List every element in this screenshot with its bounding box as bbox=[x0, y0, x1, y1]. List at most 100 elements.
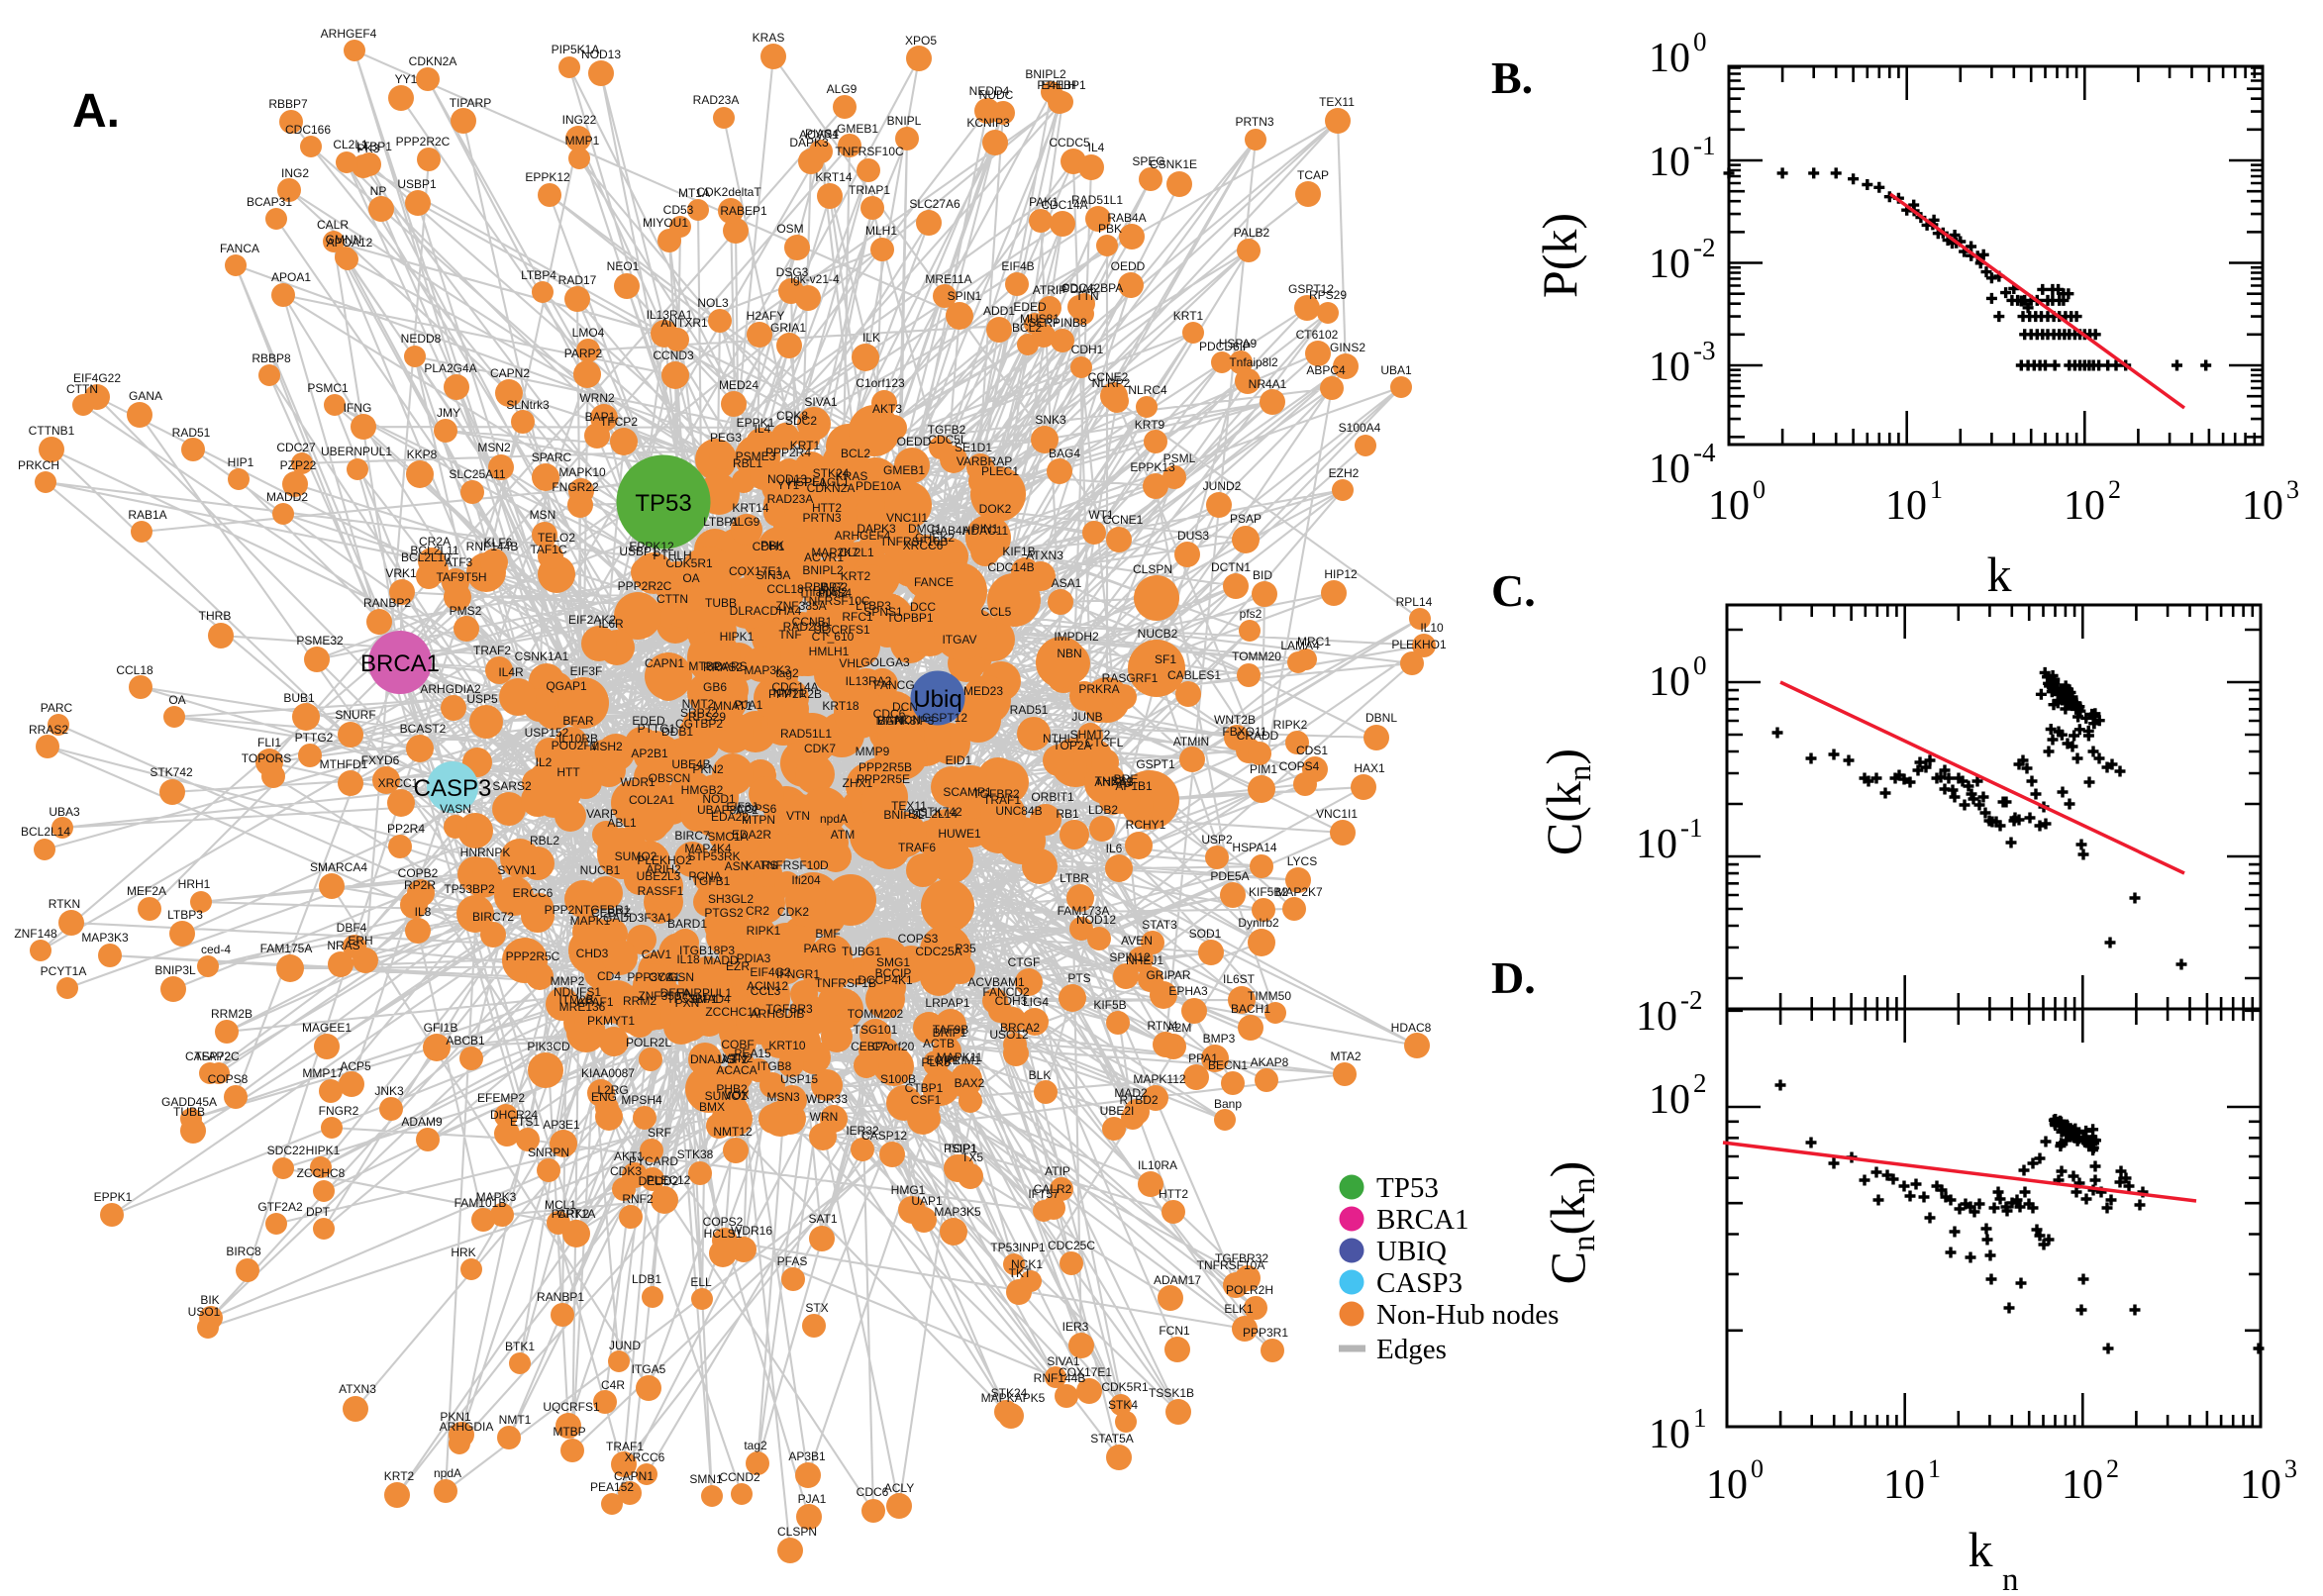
svg-text:SMARCA4: SMARCA4 bbox=[310, 860, 367, 874]
svg-text:AP2B1: AP2B1 bbox=[631, 747, 668, 760]
svg-text:PTTG1: PTTG1 bbox=[638, 722, 676, 736]
svg-text:KRT14: KRT14 bbox=[732, 501, 768, 515]
svg-text:IL6ST: IL6ST bbox=[1223, 972, 1256, 986]
svg-text:RANBP2: RANBP2 bbox=[363, 596, 411, 610]
svg-text:DFFA: DFFA bbox=[660, 986, 691, 1000]
svg-text:ADAM17: ADAM17 bbox=[1154, 1273, 1201, 1287]
svg-text:RNF2: RNF2 bbox=[622, 1192, 654, 1206]
svg-text:H2AFY: H2AFY bbox=[747, 309, 785, 323]
svg-text:Ubiq: Ubiq bbox=[913, 686, 961, 713]
svg-text:MAD2: MAD2 bbox=[1114, 1086, 1148, 1100]
svg-text:10: 10 bbox=[1649, 659, 1690, 705]
svg-text:RIPK2: RIPK2 bbox=[1273, 718, 1308, 732]
svg-text:MPSH4: MPSH4 bbox=[621, 1093, 662, 1107]
svg-text:SYVN1: SYVN1 bbox=[497, 863, 537, 877]
svg-text:10: 10 bbox=[1649, 447, 1690, 492]
svg-text:CDC14A: CDC14A bbox=[771, 680, 818, 694]
svg-text:CCNB1: CCNB1 bbox=[792, 615, 833, 629]
svg-text:ARHGDIA2: ARHGDIA2 bbox=[420, 682, 481, 696]
svg-text:n: n bbox=[2002, 1562, 2019, 1596]
svg-text:PARP2: PARP2 bbox=[564, 347, 603, 360]
svg-text:ABPC4: ABPC4 bbox=[1306, 363, 1346, 377]
svg-text:CALR2: CALR2 bbox=[1034, 1182, 1072, 1196]
svg-text:ETS1: ETS1 bbox=[510, 1115, 540, 1129]
svg-text:UBE2L3: UBE2L3 bbox=[637, 869, 681, 883]
svg-text:LTBP3: LTBP3 bbox=[856, 599, 891, 613]
svg-text:ITGA5: ITGA5 bbox=[632, 1362, 666, 1376]
svg-text:-3: -3 bbox=[1693, 336, 1716, 365]
svg-text:BRE: BRE bbox=[1114, 772, 1139, 786]
svg-text:JMY: JMY bbox=[437, 406, 460, 420]
svg-text:EPPK13: EPPK13 bbox=[1130, 460, 1175, 474]
svg-text:SMC1A: SMC1A bbox=[707, 830, 748, 844]
svg-text:CDC166: CDC166 bbox=[285, 123, 331, 137]
svg-text:HIPK1: HIPK1 bbox=[720, 630, 755, 644]
svg-text:CCL18: CCL18 bbox=[116, 663, 153, 677]
svg-text:BCCIP: BCCIP bbox=[875, 966, 912, 980]
svg-text:ABCB1: ABCB1 bbox=[446, 1034, 485, 1047]
svg-text:HDAC8: HDAC8 bbox=[1391, 1021, 1432, 1035]
svg-text:BFAR: BFAR bbox=[562, 714, 594, 728]
svg-text:LAMA4: LAMA4 bbox=[1280, 639, 1320, 652]
svg-text:EPPK1: EPPK1 bbox=[737, 416, 775, 430]
svg-text:LTBP3: LTBP3 bbox=[167, 908, 203, 922]
svg-text:SRP72: SRP72 bbox=[680, 706, 718, 720]
svg-text:3: 3 bbox=[2286, 475, 2299, 504]
svg-text:VARP: VARP bbox=[586, 807, 618, 821]
svg-text:BCL2: BCL2 bbox=[1012, 321, 1042, 335]
svg-text:A2M: A2M bbox=[1167, 1021, 1192, 1035]
svg-text:SIN3A: SIN3A bbox=[757, 568, 791, 582]
svg-text:ACVR1: ACVR1 bbox=[799, 128, 839, 142]
svg-text:PJA1: PJA1 bbox=[735, 698, 763, 712]
svg-text:CCNE1: CCNE1 bbox=[1103, 513, 1144, 527]
svg-text:TNFRSF10A: TNFRSF10A bbox=[1197, 1258, 1265, 1272]
svg-text:VNC1I1: VNC1I1 bbox=[886, 511, 928, 525]
svg-text:NMT2: NMT2 bbox=[682, 697, 715, 711]
svg-text:CCNE2: CCNE2 bbox=[1088, 370, 1129, 384]
svg-text:RAD23B: RAD23B bbox=[783, 620, 830, 634]
svg-text:NUCB2: NUCB2 bbox=[1138, 627, 1178, 641]
svg-text:SE1D1: SE1D1 bbox=[955, 441, 992, 454]
svg-text:DUS3: DUS3 bbox=[1177, 529, 1209, 543]
svg-text:PHB2: PHB2 bbox=[716, 1082, 748, 1096]
svg-text:LRPAP1: LRPAP1 bbox=[925, 996, 969, 1010]
svg-text:P35: P35 bbox=[955, 942, 976, 955]
svg-text:STK24: STK24 bbox=[813, 466, 850, 480]
svg-text:PPA1: PPA1 bbox=[1188, 1051, 1218, 1065]
svg-text:NR4A1: NR4A1 bbox=[1249, 377, 1287, 391]
svg-text:EDED: EDED bbox=[632, 714, 665, 728]
svg-text:HCLS1: HCLS1 bbox=[704, 1227, 743, 1241]
svg-text:CT_610: CT_610 bbox=[812, 630, 855, 644]
svg-text:HMGB2: HMGB2 bbox=[681, 783, 724, 797]
svg-text:STK38: STK38 bbox=[677, 1147, 714, 1161]
svg-text:COPS8: COPS8 bbox=[208, 1072, 249, 1086]
svg-text:COPS3: COPS3 bbox=[898, 932, 939, 946]
svg-text:ABL1: ABL1 bbox=[607, 816, 637, 830]
svg-text:HRH1: HRH1 bbox=[178, 877, 211, 891]
svg-text:BID: BID bbox=[1253, 568, 1272, 582]
svg-text:RAB4A: RAB4A bbox=[931, 524, 969, 538]
svg-text:CDC25C: CDC25C bbox=[1048, 1239, 1095, 1252]
svg-text:DBF4: DBF4 bbox=[337, 921, 367, 935]
svg-text:KIF1B: KIF1B bbox=[1002, 545, 1035, 558]
svg-text:XRCC1: XRCC1 bbox=[378, 776, 419, 790]
svg-text:ITGB8: ITGB8 bbox=[758, 1059, 792, 1073]
svg-text:CDH1: CDH1 bbox=[1071, 343, 1104, 356]
svg-text:TIPARP: TIPARP bbox=[450, 96, 491, 110]
svg-text:BUB1: BUB1 bbox=[283, 691, 315, 705]
svg-text:LTBP1: LTBP1 bbox=[356, 140, 392, 153]
svg-text:PDE10A: PDE10A bbox=[856, 479, 901, 493]
svg-text:CDC14A: CDC14A bbox=[1041, 198, 1087, 212]
svg-text:GOLGA3: GOLGA3 bbox=[860, 655, 910, 669]
svg-text:CDK2deltaT: CDK2deltaT bbox=[696, 185, 761, 199]
svg-text:MAPK10: MAPK10 bbox=[558, 465, 606, 479]
svg-text:TUBG1: TUBG1 bbox=[842, 945, 881, 958]
svg-text:TAF9T5H: TAF9T5H bbox=[436, 570, 486, 584]
svg-text:VOX: VOX bbox=[724, 1088, 749, 1102]
svg-text:CTGF: CTGF bbox=[1008, 955, 1041, 969]
svg-text:C.: C. bbox=[1491, 565, 1536, 616]
svg-text:PDCD6IP: PDCD6IP bbox=[1199, 340, 1251, 353]
svg-text:ACTB: ACTB bbox=[923, 1037, 955, 1050]
svg-text:COBF: COBF bbox=[721, 1038, 754, 1051]
svg-text:SPARC: SPARC bbox=[532, 450, 572, 464]
